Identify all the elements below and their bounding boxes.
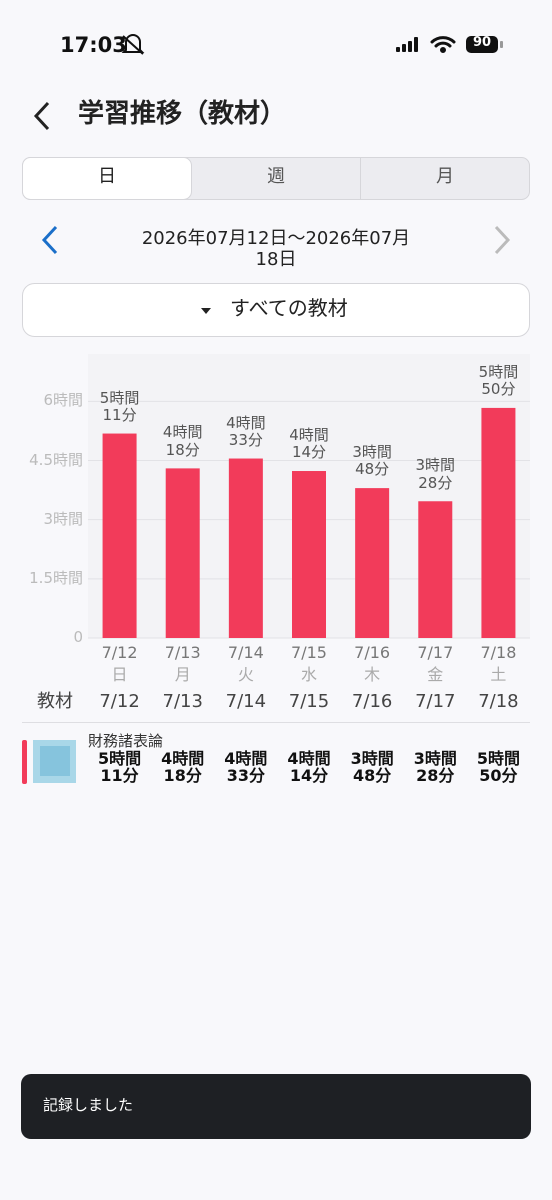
- wifi-icon: [430, 36, 456, 53]
- x-tick-label: 7/18: [480, 643, 517, 662]
- filter-button[interactable]: [22, 283, 530, 337]
- battery: [466, 36, 498, 53]
- y-tick-label: 1.5時間: [29, 568, 83, 587]
- x-tick-label: 7/12: [101, 643, 138, 662]
- x-weekday-label: 月: [174, 665, 191, 684]
- dropdown-icon: [201, 308, 211, 314]
- value-label: 5時間 11分: [99, 388, 140, 424]
- status-time: 17:03: [60, 33, 127, 57]
- material-color: [22, 740, 27, 784]
- tab[interactable]: 週: [267, 166, 285, 187]
- y-tick-label: 0: [73, 628, 83, 646]
- x-tick-label: 7/13: [164, 643, 201, 662]
- table-header: 7/13: [162, 691, 203, 712]
- table-header: 7/16: [351, 691, 393, 712]
- bar: [418, 501, 453, 638]
- table-header: 7/18: [478, 691, 519, 712]
- y-tick-label: 6時間: [43, 391, 83, 410]
- x-weekday-label: 木: [364, 665, 381, 684]
- back-button[interactable]: [33, 101, 50, 131]
- table-cell: 4時間 18分: [161, 749, 205, 785]
- value-label: 4時間 33分: [226, 413, 266, 449]
- toast: [21, 1074, 531, 1139]
- x-weekday-label: 土: [490, 665, 507, 684]
- table-cell: 5時間 11分: [97, 749, 142, 785]
- bar: [355, 488, 390, 638]
- x-weekday-label: 水: [300, 665, 318, 684]
- x-weekday-label: 火: [237, 665, 254, 684]
- table-header: 7/14: [225, 691, 267, 712]
- bar: [102, 433, 137, 638]
- thumbnail-detail: [40, 746, 70, 776]
- battery-level: 90: [472, 35, 492, 50]
- toast-text: 記録しました: [43, 1096, 134, 1114]
- signal-icon: [396, 37, 418, 52]
- table-cell: 3時間 28分: [413, 749, 457, 785]
- table-header: 7/12: [99, 691, 140, 712]
- table-cell: 5時間 50分: [476, 749, 520, 785]
- bar: [228, 458, 263, 638]
- value-label: 4時間 14分: [289, 426, 329, 462]
- tab[interactable]: 月: [436, 166, 454, 187]
- value-label: 3時間 48分: [352, 443, 392, 479]
- date-range: 2026年07月12日〜2026年07月18日: [141, 228, 411, 270]
- bar: [292, 471, 326, 638]
- y-tick-label: 3時間: [43, 509, 83, 528]
- tab-selected[interactable]: [22, 157, 192, 200]
- material-name: 財務諸表論: [88, 732, 164, 750]
- table-cell: 4時間 33分: [224, 749, 268, 785]
- y-tick-label: 4.5時間: [29, 450, 83, 469]
- page-title: 学習推移（教材）: [78, 99, 287, 129]
- table-cell: 3時間 48分: [350, 749, 394, 785]
- prev-button[interactable]: [41, 225, 58, 255]
- mute-icon: [121, 34, 145, 55]
- x-tick-label: 7/14: [227, 643, 264, 662]
- x-weekday-label: 日: [111, 665, 128, 684]
- battery-cap: [500, 41, 503, 48]
- table-cell: 4時間 14分: [287, 749, 331, 785]
- value-label: 3時間 28分: [415, 456, 456, 492]
- bar: [481, 407, 516, 638]
- x-weekday-label: 金: [427, 665, 444, 684]
- tab[interactable]: 日: [98, 166, 116, 187]
- x-tick-label: 7/17: [417, 643, 454, 662]
- next-button[interactable]: [494, 225, 511, 255]
- filter-label[interactable]: すべての教材: [230, 296, 348, 320]
- value-label: 4時間 18分: [162, 423, 203, 459]
- table-header: 7/17: [415, 691, 456, 712]
- value-label: 5時間 50分: [478, 362, 519, 399]
- table-header: 教材: [37, 691, 73, 712]
- table-header: 7/15: [288, 691, 330, 712]
- x-tick-label: 7/16: [354, 643, 391, 662]
- bar: [165, 468, 200, 638]
- x-tick-label: 7/15: [291, 643, 327, 662]
